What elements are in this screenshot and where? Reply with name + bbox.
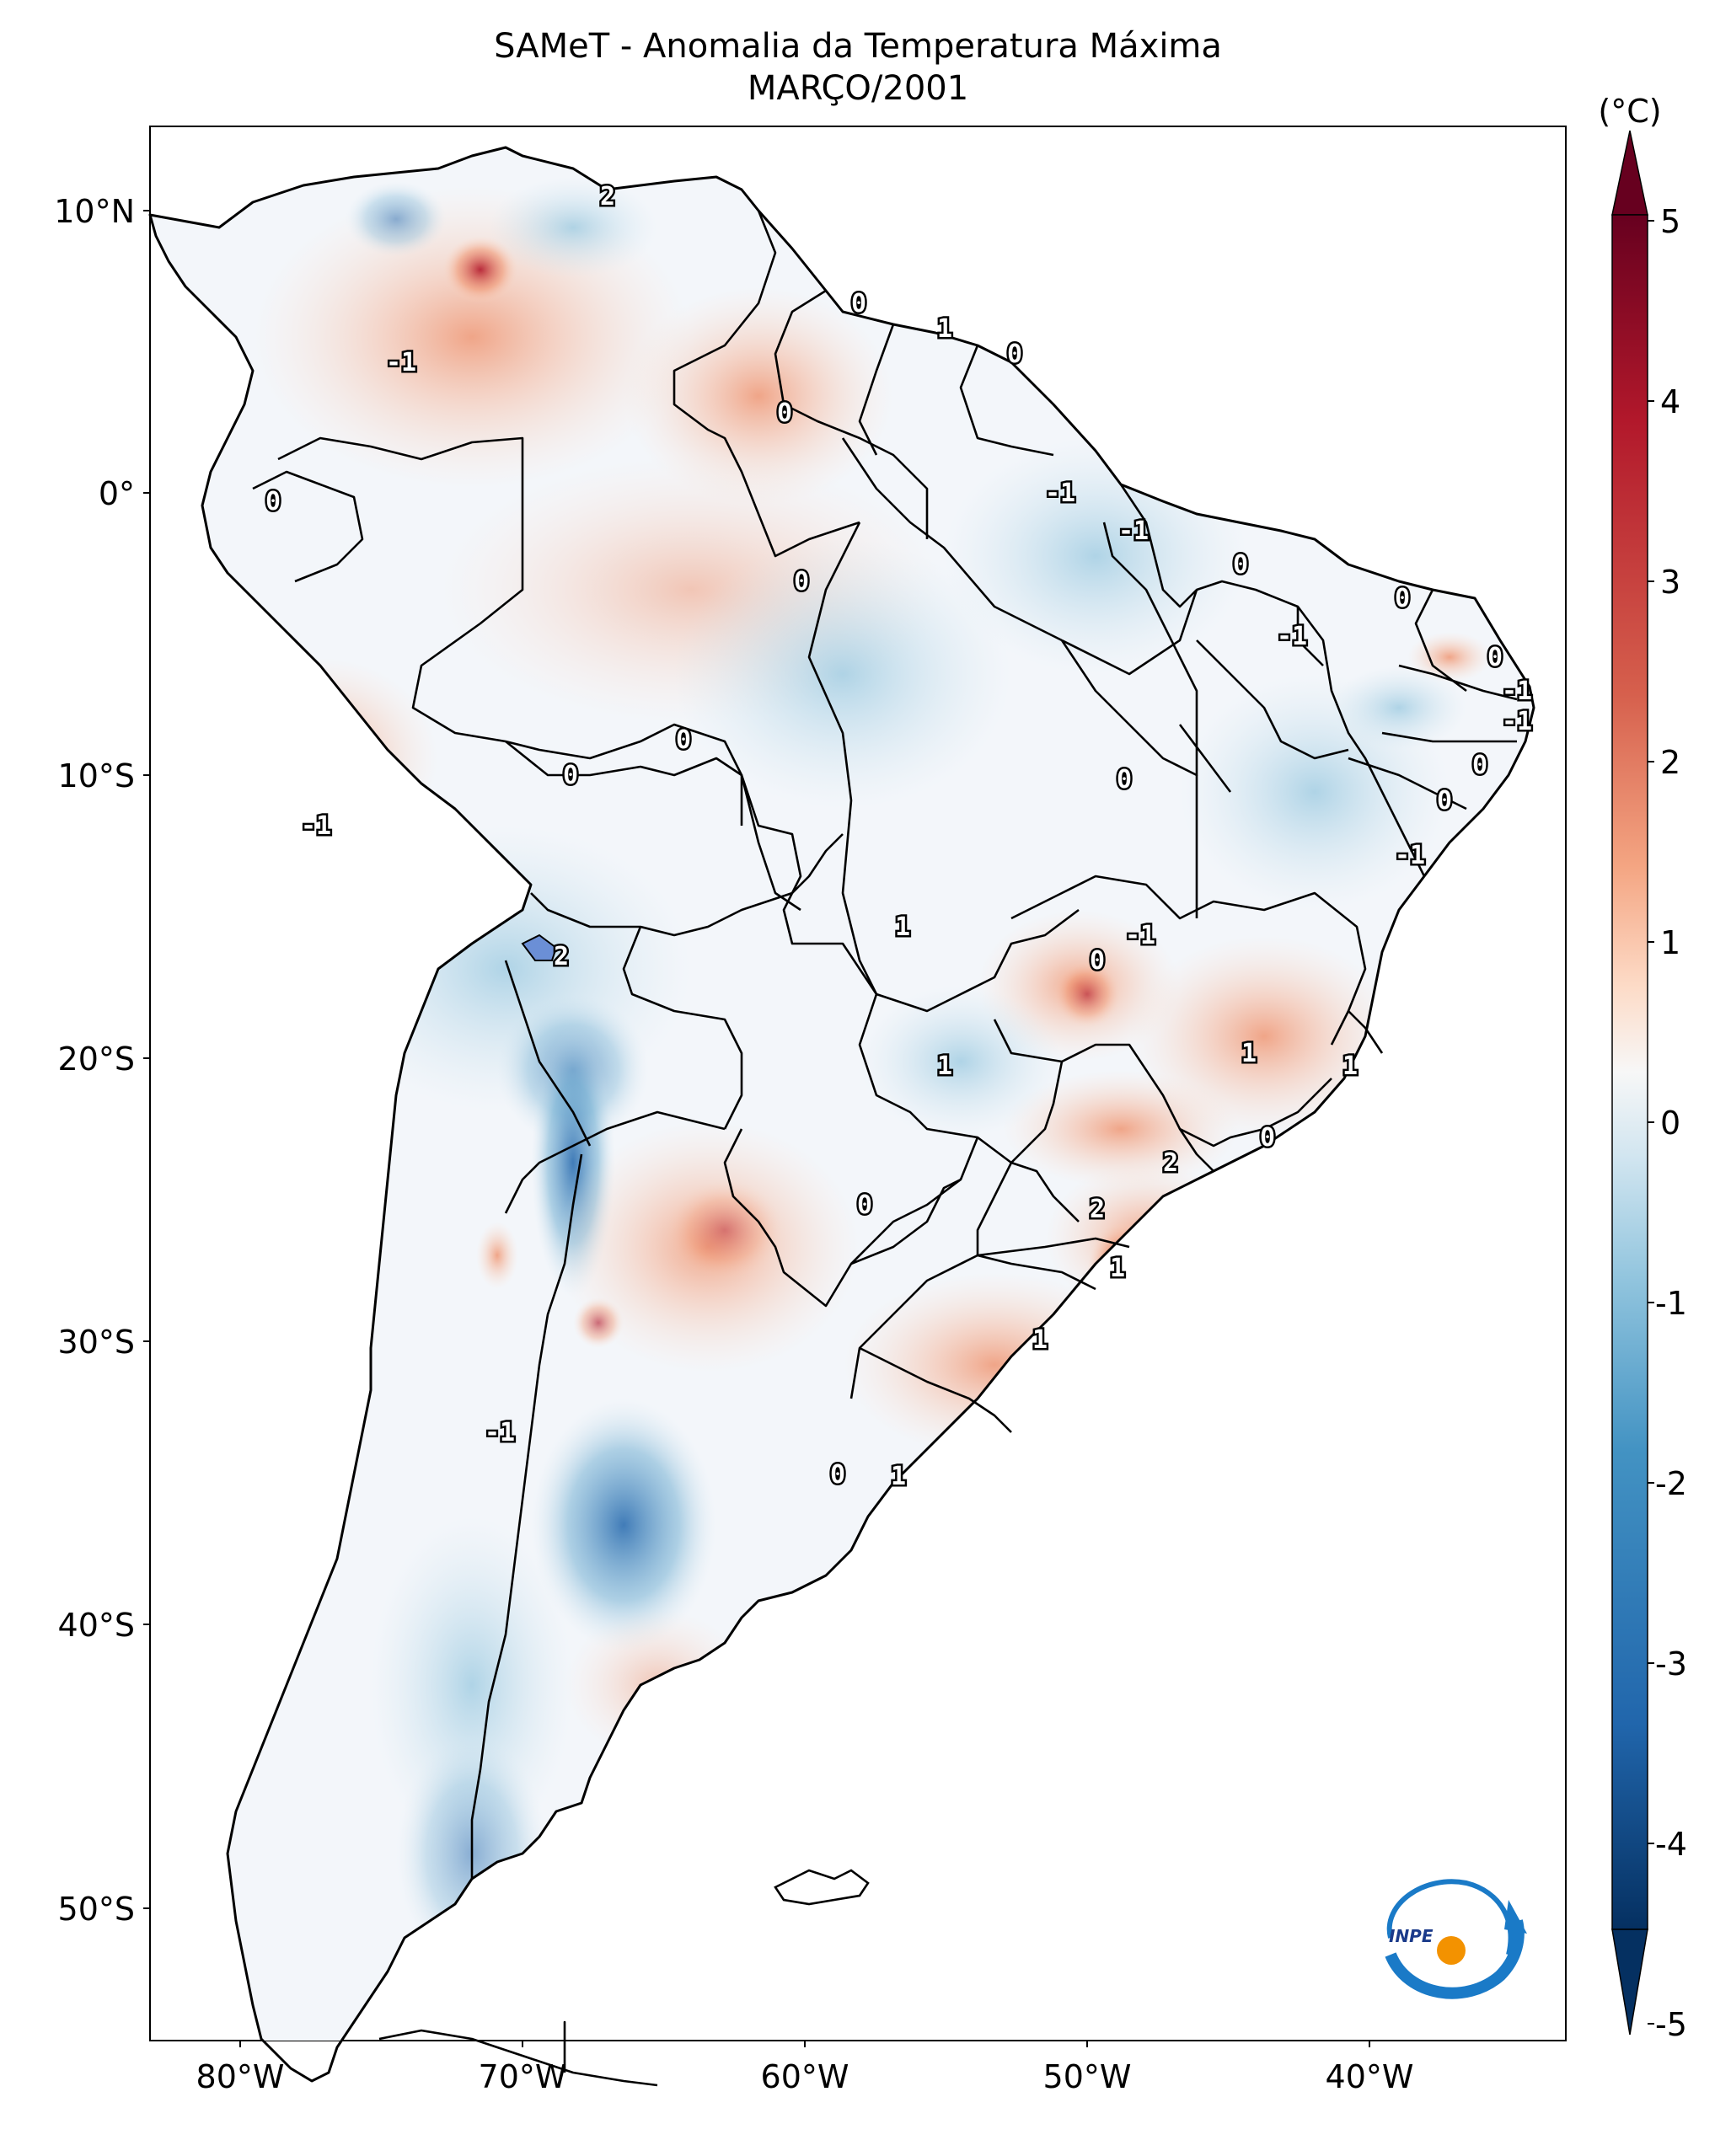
y-tick-label: 50°S [58, 1891, 135, 1928]
colorbar-tick-label: 1 [1660, 924, 1680, 961]
colorbar-tick-label: -1 [1655, 1285, 1687, 1322]
contour-label: 0 [1395, 584, 1410, 613]
y-tick-label: 20°S [58, 1041, 135, 1078]
contour-label: 1 [937, 314, 952, 344]
colorbar-tick-label: 0 [1660, 1105, 1680, 1142]
contour-label: -1 [1118, 516, 1149, 546]
colorbar-tick-label: -2 [1655, 1465, 1687, 1502]
contour-label: 1 [895, 912, 910, 942]
x-tick-label: 40°W [1326, 2058, 1414, 2095]
y-tick-label: 40°S [58, 1607, 135, 1644]
contour-label: 0 [851, 289, 866, 318]
contour-label: 0 [1437, 786, 1452, 816]
contour-label: 0 [676, 725, 691, 755]
colorbar-tick-label: 3 [1660, 564, 1680, 601]
colorbar: (°C) 5 4 3 2 1 0 -1 -2 -3 -4 -5 [1598, 93, 1686, 2043]
continent-outline [148, 146, 1535, 2083]
colorbar-tick-label: -4 [1655, 1826, 1687, 1863]
contour-label: -1 [1045, 479, 1075, 508]
colorbar-unit: (°C) [1598, 93, 1661, 130]
y-tick-label: 30°S [58, 1324, 135, 1361]
y-tick-label: 0° [99, 475, 135, 512]
y-axis: 10°N 0° 10°S 20°S 30°S 40°S 50°S [54, 193, 150, 1928]
contour-label: 0 [1117, 765, 1132, 794]
y-tick-label: 10°N [54, 193, 135, 230]
contour-label: -1 [301, 811, 331, 841]
contour-label: 0 [1260, 1123, 1275, 1153]
contour-label: -1 [1502, 677, 1532, 706]
contour-label: 0 [1487, 643, 1503, 672]
colorbar-tick-label: 4 [1660, 383, 1680, 420]
contour-label: -1 [1395, 841, 1425, 870]
contour-label: -1 [1502, 707, 1532, 736]
inpe-logo-icon: INPE [1385, 1879, 1527, 1999]
contour-label: 0 [1007, 340, 1022, 369]
x-tick-label: 80°W [196, 2058, 285, 2095]
contour-label: 1 [891, 1462, 906, 1491]
political-borders [252, 210, 1518, 2087]
contour-label: 0 [777, 399, 792, 428]
contour-label: -1 [485, 1418, 515, 1447]
colorbar-tick-label: -5 [1655, 2006, 1687, 2043]
contour-label: 0 [857, 1190, 872, 1220]
y-tick-label: 10°S [58, 757, 135, 794]
x-tick-label: 50°W [1043, 2058, 1132, 2095]
contour-label: 1 [1241, 1039, 1257, 1068]
contour-label: 0 [794, 567, 809, 597]
x-tick-label: 70°W [479, 2058, 567, 2095]
contour-label: 2 [554, 942, 569, 971]
contour-label: 1 [1032, 1325, 1048, 1355]
contour-label: 1 [1342, 1051, 1358, 1081]
colorbar-tick-label: -3 [1655, 1645, 1687, 1683]
contour-label: -1 [1277, 622, 1307, 651]
map-subtitle: MARÇO/2001 [748, 69, 968, 108]
map-title: SAMeT - Anomalia da Temperatura Máxima [494, 27, 1222, 66]
contour-label: 0 [265, 487, 281, 516]
contour-label: 2 [600, 182, 615, 211]
colorbar-tick-label: 5 [1660, 203, 1680, 240]
contour-label: -1 [386, 348, 416, 377]
contour-label: 1 [1110, 1254, 1125, 1283]
contour-label: 0 [563, 761, 578, 790]
contour-label: 0 [1472, 751, 1487, 780]
falklands-outline [774, 1869, 870, 1906]
contour-label: 2 [1090, 1195, 1105, 1224]
contour-label: 2 [1163, 1148, 1178, 1178]
lake-titicaca [521, 934, 558, 961]
contour-label: 0 [1233, 550, 1248, 580]
contour-labels: 2 0 1 0 -1 0 0 0 -1 -1 0 0 -1 0 -1 -1 0 … [264, 180, 1535, 1494]
colorbar-tick-label: 2 [1660, 744, 1680, 781]
colorbar-ticks [1648, 220, 1654, 2025]
contour-label: -1 [1125, 921, 1155, 950]
contour-label: 0 [1090, 946, 1105, 976]
x-axis: 80°W 70°W 60°W 50°W 40°W [196, 2041, 1414, 2095]
contour-label: 0 [830, 1460, 845, 1490]
x-tick-label: 60°W [761, 2058, 849, 2095]
inpe-logo-text: INPE [1389, 1926, 1434, 1946]
contour-label: 1 [937, 1051, 952, 1081]
